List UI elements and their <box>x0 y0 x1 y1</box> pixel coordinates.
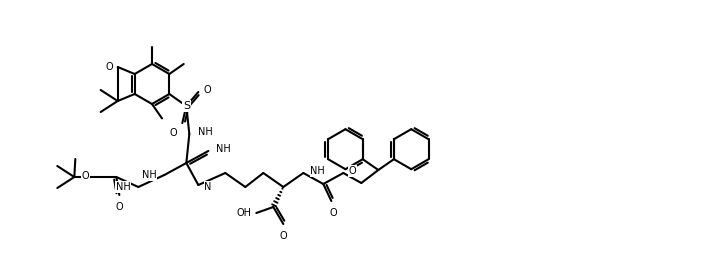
Text: O: O <box>279 231 287 241</box>
Text: O: O <box>82 171 89 181</box>
Text: O: O <box>203 85 211 95</box>
Text: NH: NH <box>115 182 130 192</box>
Text: NH: NH <box>142 170 156 180</box>
Text: O: O <box>348 166 356 176</box>
Text: NH: NH <box>216 144 231 154</box>
Text: OH: OH <box>237 208 251 218</box>
Text: O: O <box>329 208 337 218</box>
Text: O: O <box>115 202 123 212</box>
Text: NH: NH <box>310 166 325 176</box>
Text: O: O <box>105 62 113 72</box>
Text: NH: NH <box>199 127 213 137</box>
Text: S: S <box>183 101 190 111</box>
Text: N: N <box>204 182 212 192</box>
Text: O: O <box>170 128 177 138</box>
